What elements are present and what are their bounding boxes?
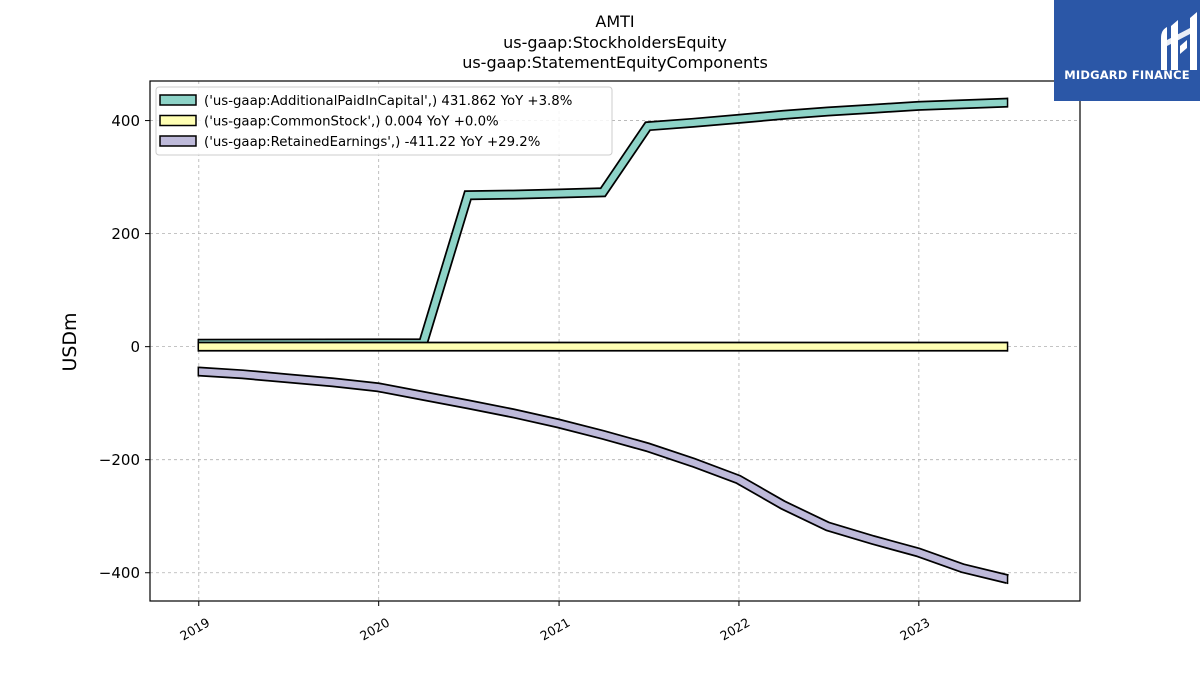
legend-swatch (159, 94, 197, 106)
logo-text: MIDGARD FINANCE (1064, 68, 1190, 82)
y-axis-ticks: 400 200 0 −200 −400 (99, 112, 150, 582)
x-tick-label: 2023 (897, 615, 932, 644)
x-tick-label: 2019 (177, 615, 212, 644)
series-outline (197, 366, 1009, 584)
legend-swatch (159, 135, 197, 147)
legend-swatch (159, 114, 197, 127)
y-tick-label: 0 (130, 338, 140, 356)
y-tick-label: −200 (99, 451, 140, 469)
legend-entry-label: ('us-gaap:RetainedEarnings',) -411.22 Yo… (204, 135, 540, 150)
x-tick-label: 2020 (357, 615, 392, 644)
legend-entry-label: ('us-gaap:CommonStock',) 0.004 YoY +0.0% (204, 115, 499, 130)
series-line (198, 368, 1009, 583)
midgard-finance-logo: MIDGARD FINANCE (1054, 0, 1200, 101)
x-tick-label: 2022 (717, 615, 752, 644)
chart-title: AMTI us-gaap:StockholdersEquity us-gaap:… (462, 12, 768, 72)
x-tick-label: 2021 (538, 615, 573, 644)
y-tick-label: 400 (111, 112, 140, 130)
legend-box (155, 86, 613, 156)
y-axis-label: USDm (59, 312, 81, 371)
series-line (198, 99, 1008, 348)
y-tick-label: 200 (111, 225, 140, 243)
x-axis-ticks: 2019 2020 2021 2022 2023 (177, 601, 932, 644)
chart-title-line-3: us-gaap:StatementEquityComponents (462, 53, 768, 72)
legend: ('us-gaap:AdditionalPaidInCapital',) 431… (155, 86, 613, 156)
series-lines (197, 97, 1009, 585)
y-tick-label: −400 (99, 564, 140, 582)
chart-title-line-2: us-gaap:StockholdersEquity (503, 33, 727, 52)
plot-frame (149, 80, 1081, 602)
legend-entry-label: ('us-gaap:AdditionalPaidInCapital',) 431… (204, 94, 572, 109)
chart-title-line-1: AMTI (595, 12, 634, 31)
logo-mark-icon (1161, 12, 1197, 70)
